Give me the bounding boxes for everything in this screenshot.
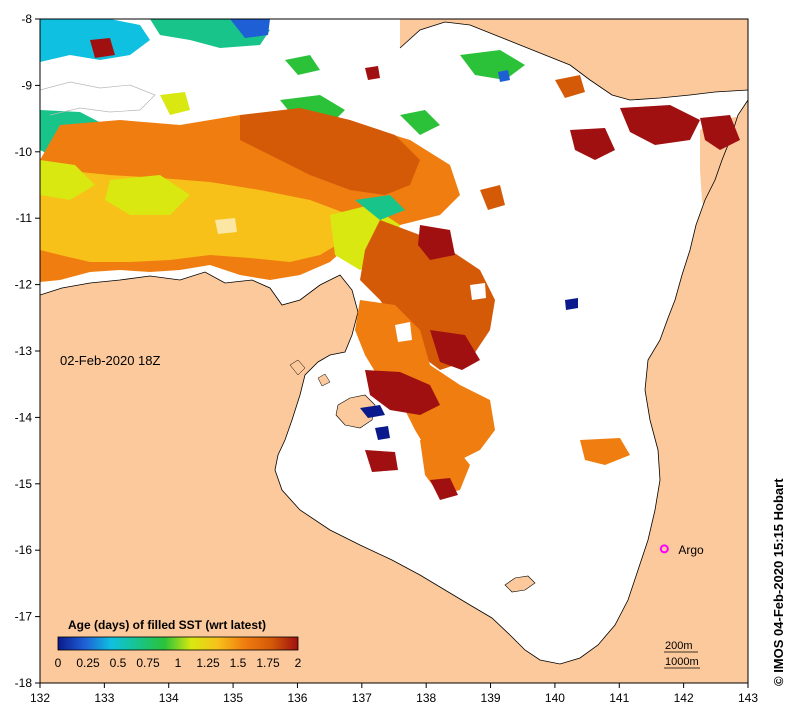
colorbar-ticks: 0 0.25 0.5 0.75 1 1.25 1.5 1.75 2 bbox=[55, 656, 302, 670]
sst-age-patches bbox=[40, 19, 740, 500]
x-tick-label: 132 bbox=[30, 691, 50, 705]
coastline bbox=[40, 21, 748, 665]
contour-200m-label: 200m bbox=[665, 640, 693, 652]
colorbar-tick-label: 1.75 bbox=[256, 656, 280, 670]
argo-float-icon bbox=[659, 544, 669, 554]
colorbar-tick-label: 1 bbox=[175, 656, 182, 670]
argo-marker: Argo bbox=[659, 543, 704, 557]
y-tick-label: -16 bbox=[15, 543, 33, 557]
y-tick-label: -15 bbox=[15, 477, 33, 491]
x-tick-label: 138 bbox=[416, 691, 436, 705]
y-tick-label: -12 bbox=[15, 278, 33, 292]
x-tick-label: 139 bbox=[481, 691, 501, 705]
x-tick-label: 133 bbox=[94, 691, 114, 705]
x-tick-label: 134 bbox=[159, 691, 179, 705]
x-tick-label: 135 bbox=[223, 691, 243, 705]
y-tick-label: -18 bbox=[15, 676, 33, 690]
contour-1000m-label: 1000m bbox=[665, 656, 699, 668]
colorbar-tick-label: 1.5 bbox=[230, 656, 247, 670]
colorbar-tick-label: 2 bbox=[295, 656, 302, 670]
colorbar-title: Age (days) of filled SST (wrt latest) bbox=[68, 618, 266, 632]
colorbar-tick-label: 0.5 bbox=[110, 656, 127, 670]
y-tick-label: -14 bbox=[15, 410, 33, 424]
colorbar-ramp bbox=[57, 636, 299, 651]
y-tick-label: -9 bbox=[21, 78, 32, 92]
land-masses bbox=[40, 19, 748, 683]
y-axis: -8 -9 -10 -11 -12 -13 -14 -15 -16 -17 -18 bbox=[15, 12, 40, 690]
colorbar-tick-label: 0 bbox=[55, 656, 62, 670]
x-tick-label: 142 bbox=[674, 691, 694, 705]
x-tick-label: 136 bbox=[287, 691, 307, 705]
x-tick-label: 143 bbox=[738, 691, 758, 705]
y-tick-label: -10 bbox=[15, 145, 33, 159]
x-tick-label: 141 bbox=[609, 691, 629, 705]
y-tick-label: -17 bbox=[15, 610, 33, 624]
date-label: 02-Feb-2020 18Z bbox=[60, 353, 161, 368]
contour-legend: 200m 1000m bbox=[664, 640, 700, 669]
copyright-note: © IMOS 04-Feb-2020 15:15 Hobart bbox=[771, 478, 786, 686]
x-axis: 132 133 134 135 136 137 138 139 140 141 142 143 bbox=[30, 683, 758, 705]
x-tick-label: 137 bbox=[352, 691, 372, 705]
colorbar-tick-label: 0.25 bbox=[76, 656, 100, 670]
argo-label: Argo bbox=[678, 543, 704, 557]
y-tick-label: -8 bbox=[21, 12, 32, 26]
y-tick-label: -13 bbox=[15, 344, 33, 358]
depth-contours bbox=[40, 81, 156, 116]
x-tick-label: 140 bbox=[545, 691, 565, 705]
y-tick-label: -11 bbox=[16, 211, 33, 225]
colorbar-tick-label: 1.25 bbox=[196, 656, 220, 670]
colorbar-tick-label: 0.75 bbox=[136, 656, 160, 670]
